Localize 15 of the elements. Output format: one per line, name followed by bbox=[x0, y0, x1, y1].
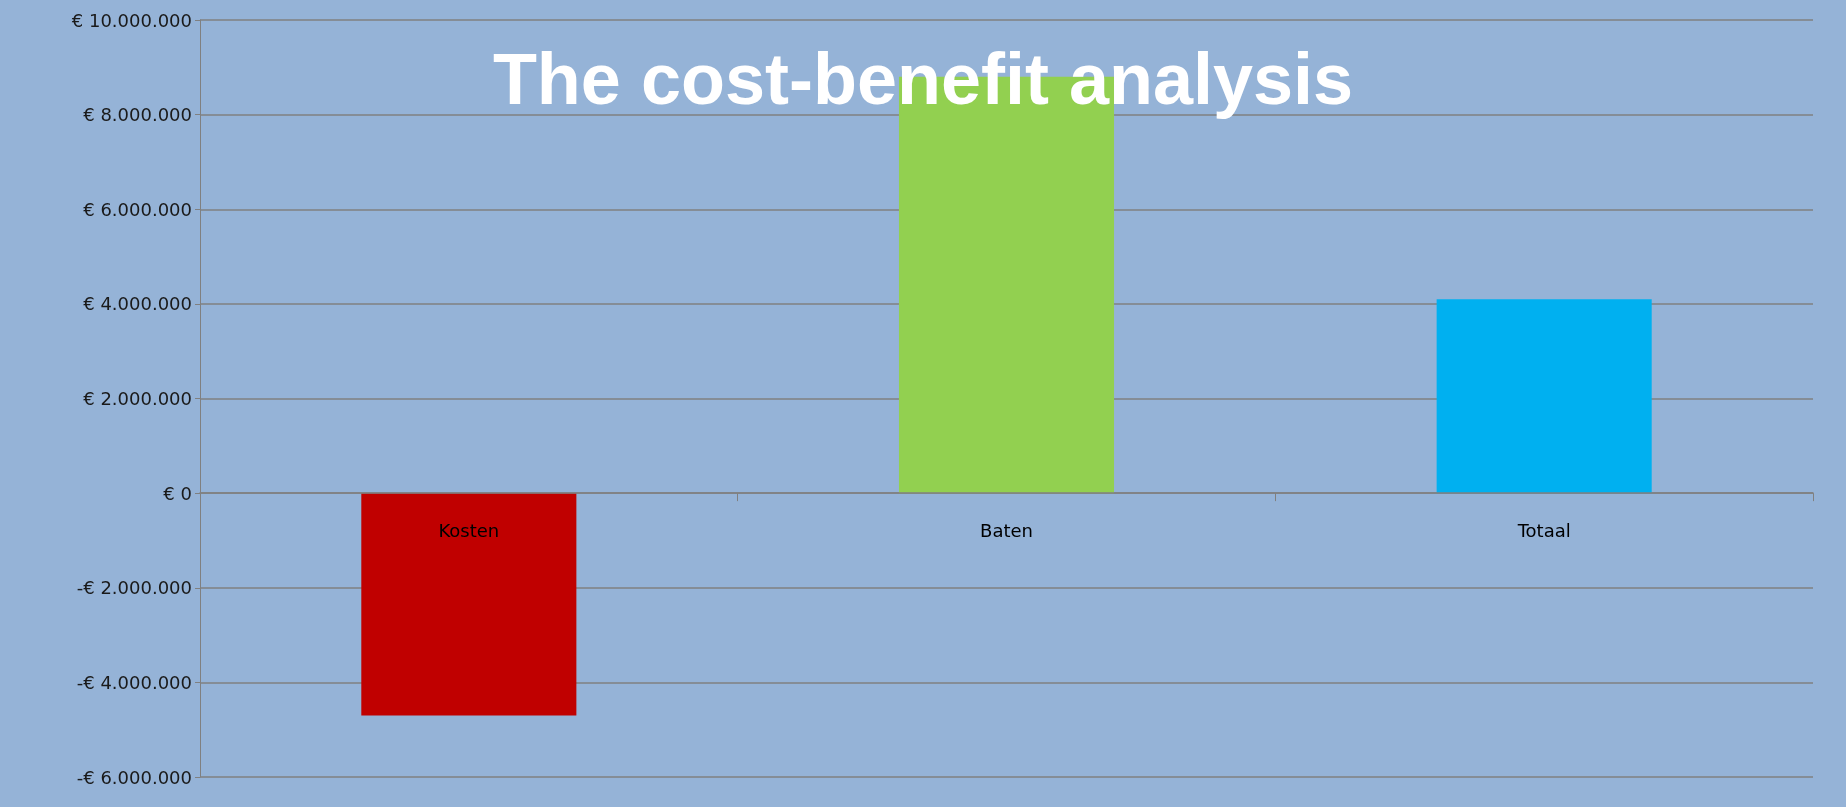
x-tick-label: Baten bbox=[980, 519, 1033, 541]
x-tick-label: Totaal bbox=[1516, 519, 1571, 541]
y-tick-label: € 0 bbox=[163, 482, 192, 504]
y-tick-label: € 8.000.000 bbox=[83, 104, 192, 126]
y-tick-label: -€ 6.000.000 bbox=[76, 766, 192, 788]
y-tick-label: € 4.000.000 bbox=[83, 293, 192, 315]
y-tick-label: € 10.000.000 bbox=[71, 9, 192, 31]
x-tick-label: Kosten bbox=[438, 519, 500, 541]
y-tick-label: € 2.000.000 bbox=[83, 388, 192, 409]
y-tick-label: € 6.000.000 bbox=[83, 198, 192, 220]
y-tick-label: -€ 2.000.000 bbox=[76, 577, 192, 599]
bar bbox=[361, 493, 577, 716]
chart-title: The cost-benefit analysis bbox=[492, 39, 1354, 119]
bar bbox=[1436, 299, 1652, 494]
y-tick-label: -€ 4.000.000 bbox=[76, 671, 192, 693]
